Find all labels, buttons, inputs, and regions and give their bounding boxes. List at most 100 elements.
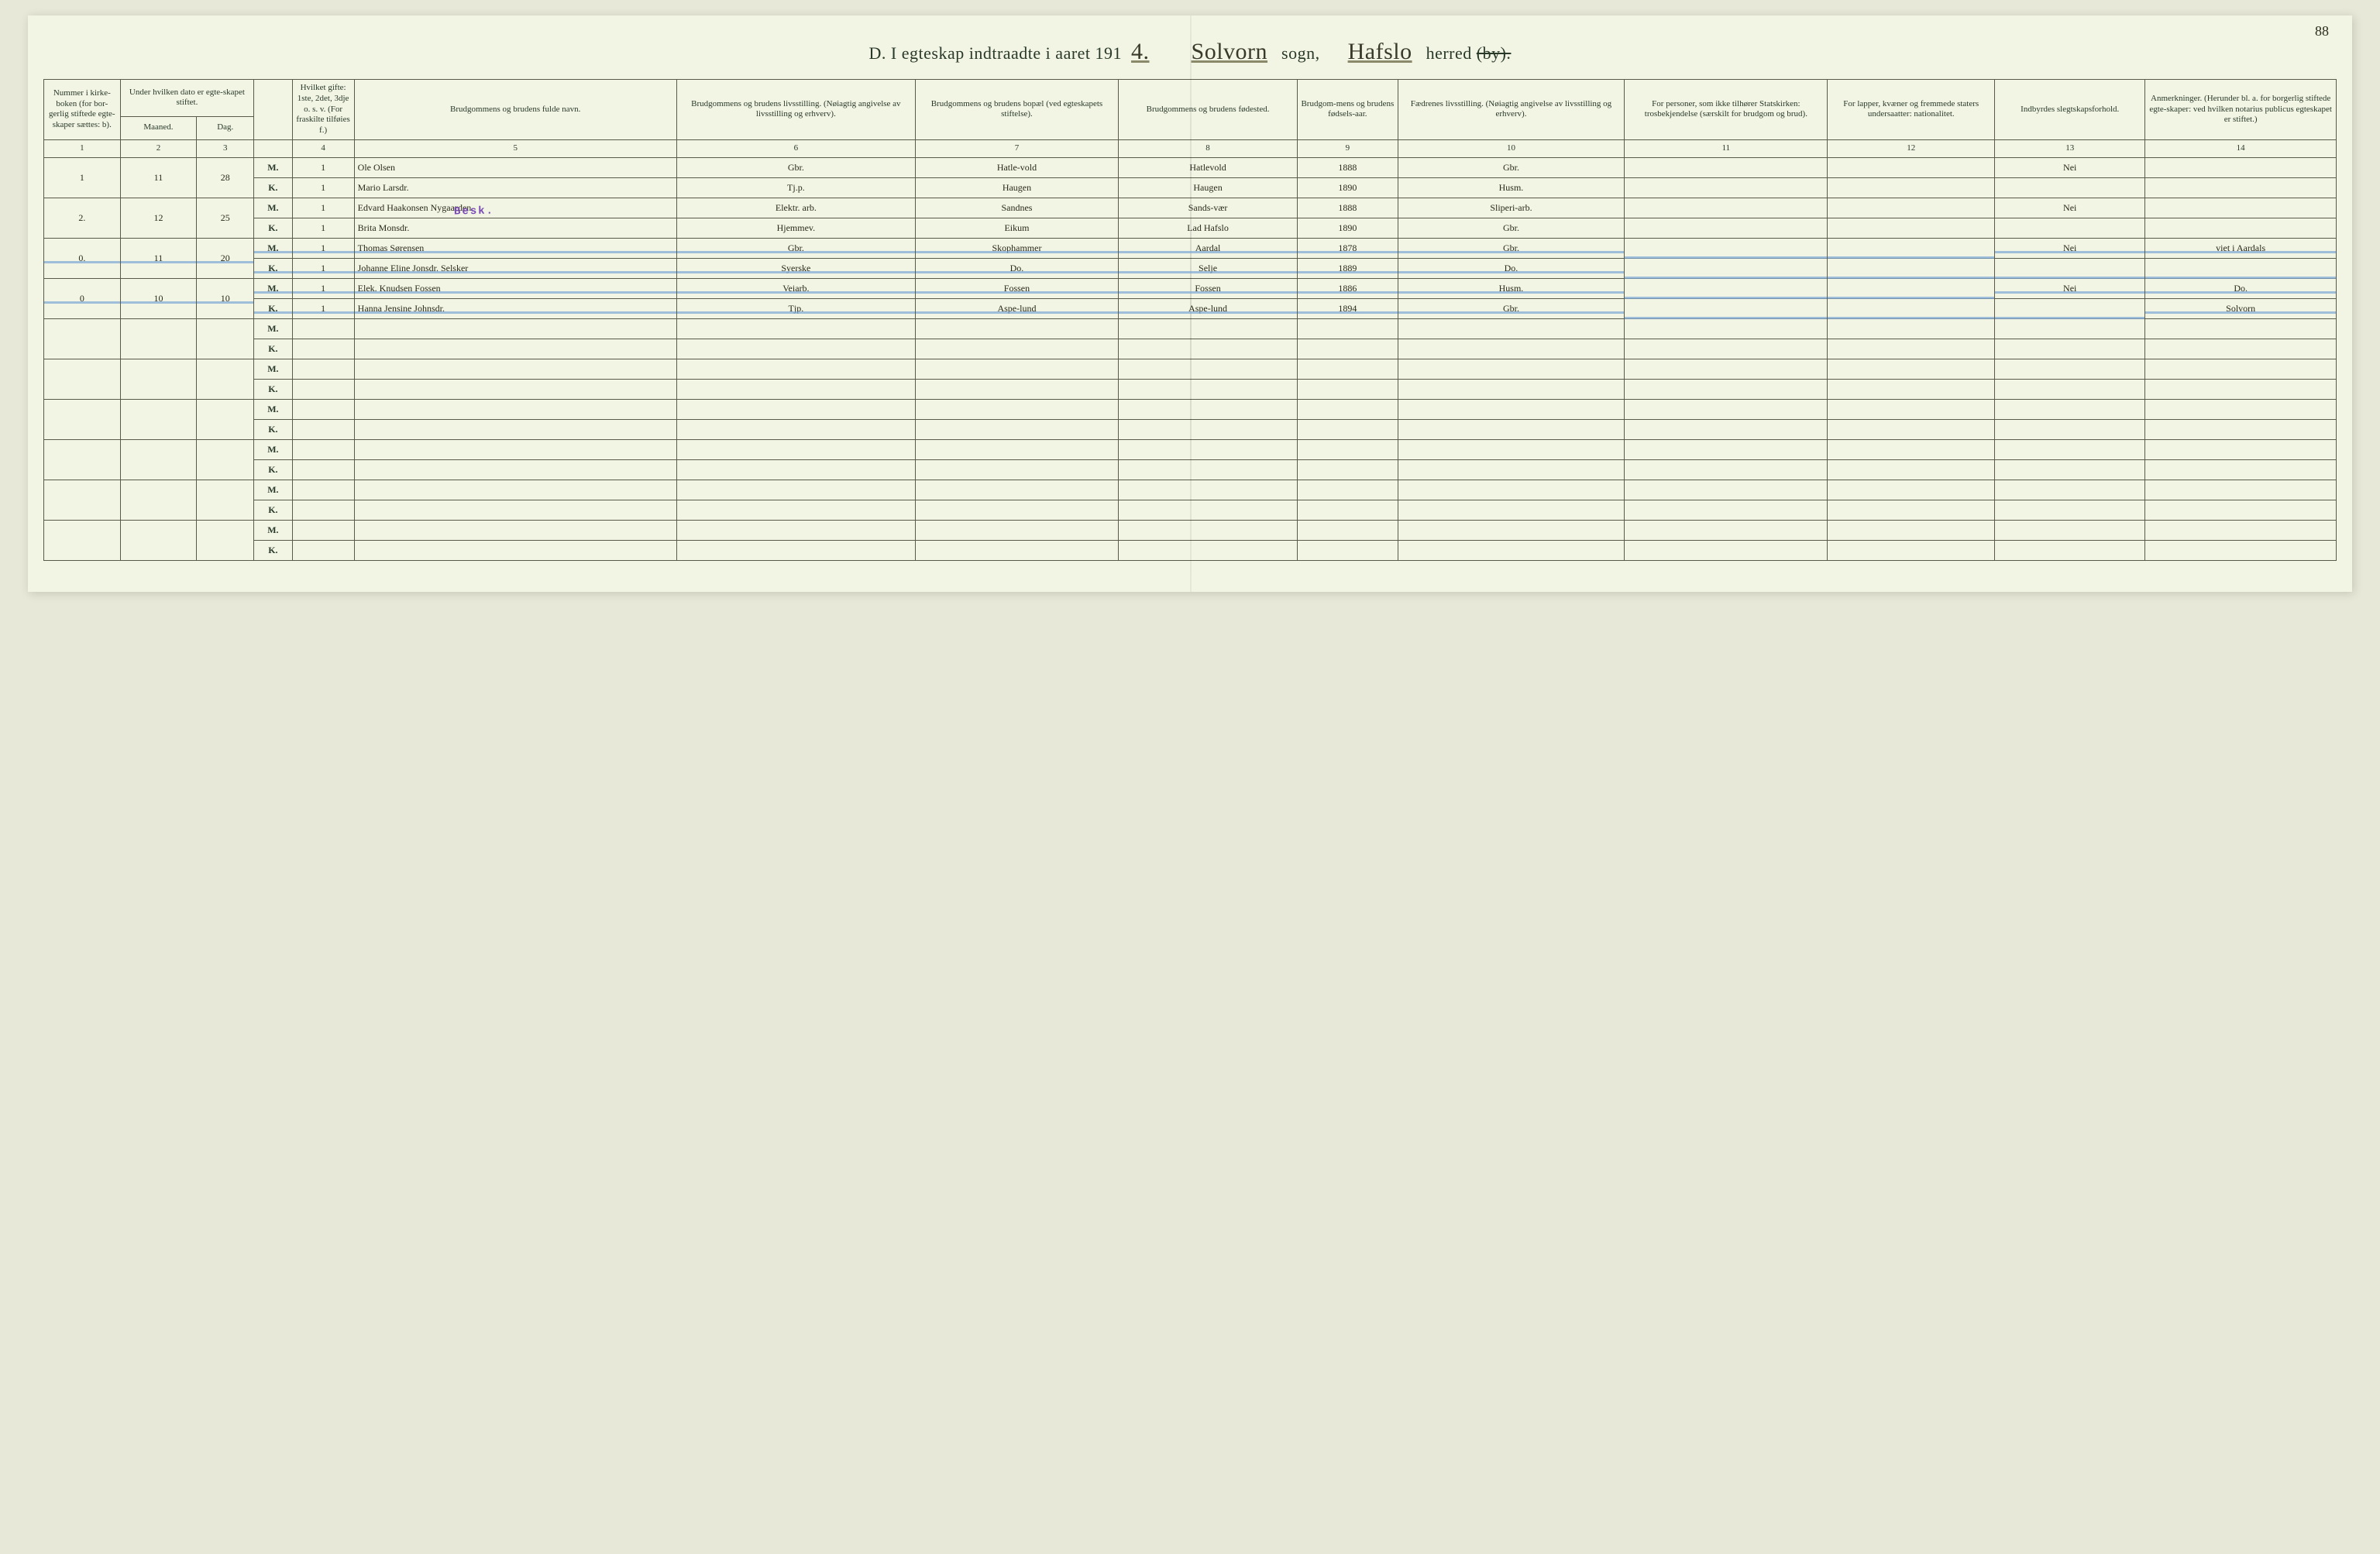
mk-m: M. bbox=[254, 359, 292, 379]
cell-fodested-k bbox=[1118, 540, 1297, 560]
cell-dag bbox=[197, 520, 254, 560]
cell-stilling-k bbox=[676, 379, 915, 399]
cell-dag bbox=[197, 318, 254, 359]
cell-stilling-m bbox=[676, 439, 915, 459]
cell-c12-k bbox=[1828, 258, 1995, 278]
cell-num bbox=[44, 480, 121, 520]
cell-fodested-k bbox=[1118, 459, 1297, 480]
cell-c14-m bbox=[2145, 198, 2337, 218]
cell-bopael-m bbox=[915, 399, 1118, 419]
cell-stilling-k bbox=[676, 500, 915, 520]
cell-c14-k bbox=[2145, 379, 2337, 399]
cell-aar-m: 1888 bbox=[1298, 198, 1398, 218]
cell-gifte-m: 1 bbox=[292, 198, 354, 218]
cell-c11-m bbox=[1625, 480, 1828, 500]
mk-k: K. bbox=[254, 540, 292, 560]
cell-faedre-m: Gbr. bbox=[1398, 157, 1625, 177]
coln-12: 12 bbox=[1828, 139, 1995, 157]
cell-navn-k bbox=[354, 540, 676, 560]
cell-stilling-m bbox=[676, 399, 915, 419]
cell-maaned: 12 bbox=[120, 198, 197, 238]
cell-gifte-m: 1 bbox=[292, 157, 354, 177]
cell-c13-m: Nei bbox=[1995, 238, 2145, 258]
coln-4: 4 bbox=[292, 139, 354, 157]
cell-faedre-k bbox=[1398, 459, 1625, 480]
cell-c13-k bbox=[1995, 540, 2145, 560]
cell-num bbox=[44, 399, 121, 439]
cell-c13-m bbox=[1995, 399, 2145, 419]
cell-c13-k bbox=[1995, 218, 2145, 238]
cell-aar-k bbox=[1298, 419, 1398, 439]
cell-fodested-k: Selje bbox=[1118, 258, 1297, 278]
hdr-c11: For personer, som ikke tilhører Statskir… bbox=[1625, 80, 1828, 140]
cell-c13-m bbox=[1995, 439, 2145, 459]
cell-c13-m: Nei bbox=[1995, 278, 2145, 298]
cell-num: 0. bbox=[44, 238, 121, 278]
cell-faedre-m bbox=[1398, 439, 1625, 459]
cell-num bbox=[44, 520, 121, 560]
cell-aar-m bbox=[1298, 399, 1398, 419]
hdr-c2: Under hvilken dato er egte-skapet stifte… bbox=[120, 80, 254, 117]
cell-maaned bbox=[120, 439, 197, 480]
cell-c12-k bbox=[1828, 540, 1995, 560]
cell-fodested-m bbox=[1118, 359, 1297, 379]
cell-faedre-k bbox=[1398, 500, 1625, 520]
hdr-c13: Indbyrdes slegtskapsforhold. bbox=[1995, 80, 2145, 140]
cell-navn-m: Thomas Sørensen bbox=[354, 238, 676, 258]
cell-aar-k bbox=[1298, 339, 1398, 359]
cell-faedre-k bbox=[1398, 379, 1625, 399]
cell-bopael-k bbox=[915, 419, 1118, 439]
cell-c11-m bbox=[1625, 198, 1828, 218]
cell-aar-k bbox=[1298, 459, 1398, 480]
cell-c13-k bbox=[1995, 379, 2145, 399]
cell-dag: 25 bbox=[197, 198, 254, 238]
title-year-suffix: 4. bbox=[1122, 39, 1159, 64]
cell-c13-m: Nei bbox=[1995, 157, 2145, 177]
cell-faedre-k bbox=[1398, 339, 1625, 359]
cell-faedre-k: Gbr. bbox=[1398, 218, 1625, 238]
cell-c12-k bbox=[1828, 459, 1995, 480]
cell-gifte-m: 1 bbox=[292, 238, 354, 258]
coln-3: 3 bbox=[197, 139, 254, 157]
cell-c14-m: viet i Aardals bbox=[2145, 238, 2337, 258]
cell-c11-k bbox=[1625, 258, 1828, 278]
cell-gifte-k bbox=[292, 419, 354, 439]
cell-navn-k: Johanne Eline Jonsdr. Selsker bbox=[354, 258, 676, 278]
cell-fodested-k bbox=[1118, 379, 1297, 399]
cell-fodested-m: Sands-vær bbox=[1118, 198, 1297, 218]
cell-c13-m bbox=[1995, 520, 2145, 540]
cell-navn-m bbox=[354, 439, 676, 459]
cell-c14-m bbox=[2145, 318, 2337, 339]
cell-fodested-m bbox=[1118, 318, 1297, 339]
cell-navn-m bbox=[354, 359, 676, 379]
cell-c11-m bbox=[1625, 157, 1828, 177]
cell-c13-m bbox=[1995, 359, 2145, 379]
cell-aar-m: 1878 bbox=[1298, 238, 1398, 258]
page-number: 88 bbox=[2315, 23, 2329, 40]
mk-k: K. bbox=[254, 258, 292, 278]
cell-aar-m bbox=[1298, 520, 1398, 540]
coln-3b bbox=[254, 139, 292, 157]
stamp-besk: Besk. bbox=[454, 205, 494, 218]
cell-gifte-m bbox=[292, 480, 354, 500]
cell-c12-m bbox=[1828, 278, 1995, 298]
cell-maaned: 10 bbox=[120, 278, 197, 318]
cell-c11-m bbox=[1625, 399, 1828, 419]
cell-c11-k bbox=[1625, 500, 1828, 520]
cell-navn-m: Elek. Knudsen Fossen bbox=[354, 278, 676, 298]
cell-aar-k bbox=[1298, 500, 1398, 520]
cell-navn-m: Edvard Haakonsen Nygaarden bbox=[354, 198, 676, 218]
mk-m: M. bbox=[254, 399, 292, 419]
cell-dag: 10 bbox=[197, 278, 254, 318]
cell-dag bbox=[197, 439, 254, 480]
cell-bopael-m bbox=[915, 439, 1118, 459]
cell-faedre-k: Husm. bbox=[1398, 177, 1625, 198]
cell-stilling-m: Veiarb. bbox=[676, 278, 915, 298]
cell-aar-k bbox=[1298, 379, 1398, 399]
cell-navn-k bbox=[354, 339, 676, 359]
entry-row-m: 0 10 10 M. 1 Elek. Knudsen Fossen Veiarb… bbox=[44, 278, 2337, 298]
cell-bopael-k: Haugen bbox=[915, 177, 1118, 198]
hdr-c6: Brudgommens og brudens livsstilling. (Nø… bbox=[676, 80, 915, 140]
cell-c11-m bbox=[1625, 238, 1828, 258]
cell-navn-k: Mario Larsdr. bbox=[354, 177, 676, 198]
